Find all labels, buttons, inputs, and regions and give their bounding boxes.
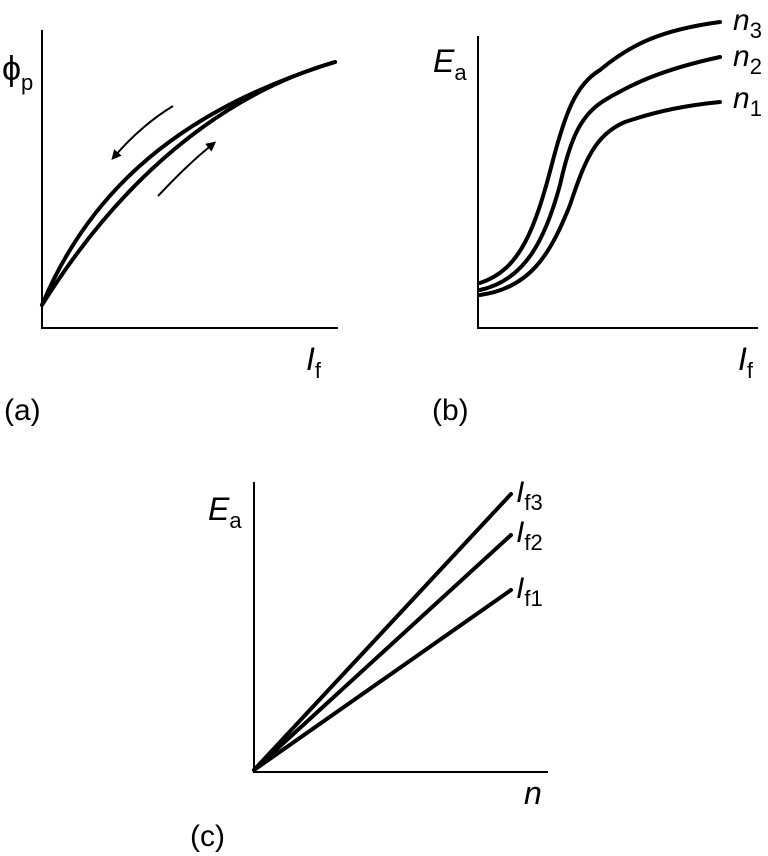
panel-a-increasing-arrow — [157, 141, 217, 197]
panel-b-x-label: If — [738, 341, 754, 383]
panel-a-upper-curve — [40, 60, 337, 307]
panel-b-curve-n3 — [478, 20, 722, 285]
panel-a-caption: (a) — [4, 394, 41, 427]
panel-c-y-label: Ea — [208, 491, 242, 533]
panel-a-lower-curve — [40, 60, 337, 307]
panel-c-label-if2: If2 — [516, 516, 543, 555]
panel-a-axes — [41, 30, 338, 329]
panel-b: Ea If n3 n2 n1 (b) — [432, 4, 762, 427]
panel-a: ϕp If (a) — [2, 30, 338, 427]
panel-c-line-if2 — [252, 533, 513, 772]
panel-c-caption: (c) — [190, 820, 225, 853]
panel-b-label-n3: n3 — [733, 4, 762, 43]
panel-b-y-label: Ea — [433, 43, 467, 85]
panel-b-label-n1: n1 — [733, 82, 762, 121]
panel-a-y-label: ϕp — [2, 50, 33, 95]
panel-b-label-n2: n2 — [733, 40, 762, 79]
panel-b-curve-n1 — [478, 100, 722, 297]
panel-c-line-if3 — [252, 492, 513, 772]
panel-c-x-label: n — [524, 775, 542, 811]
panel-c-label-if3: If3 — [516, 476, 543, 515]
panel-a-decreasing-arrow — [111, 105, 174, 161]
panel-b-curve-n2 — [478, 55, 722, 292]
panel-c-label-if1: If1 — [516, 572, 543, 611]
panel-a-x-label: If — [306, 341, 322, 383]
panel-b-caption: (b) — [432, 394, 469, 427]
panel-b-axes — [477, 36, 758, 329]
panel-c: Ea n If3 If2 If1 (c) — [190, 476, 548, 853]
panel-c-line-if1 — [252, 588, 513, 772]
